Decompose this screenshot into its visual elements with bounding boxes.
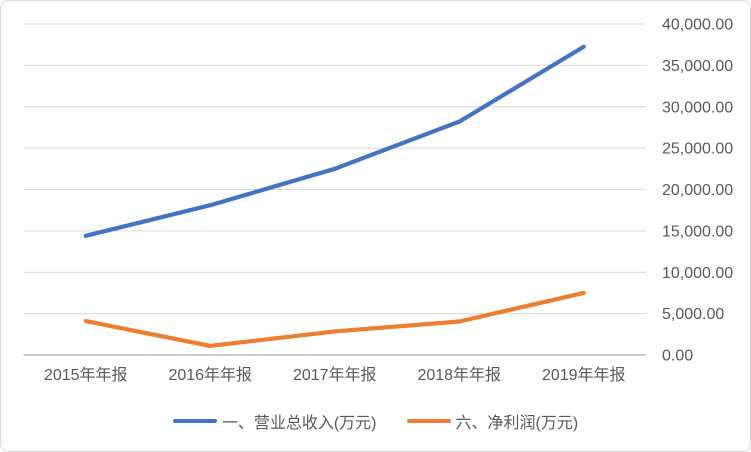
legend-item: 六、净利润(万元) xyxy=(406,409,579,433)
x-tick-label: 2017年年报 xyxy=(293,366,377,384)
y-tick-label: 10,000.00 xyxy=(662,265,733,282)
series-line xyxy=(83,44,586,238)
legend-item: 一、营业总收入(万元) xyxy=(172,409,377,433)
chart-legend: 一、营业总收入(万元) 六、净利润(万元) xyxy=(1,409,750,433)
y-tick-label: 35,000.00 xyxy=(662,58,733,75)
y-tick-label: 20,000.00 xyxy=(662,182,733,199)
x-tick-label: 2015年年报 xyxy=(44,366,128,384)
x-tick-label: 2019年年报 xyxy=(542,366,626,384)
x-tick-label: 2018年年报 xyxy=(417,366,501,384)
y-tick-label: 0.00 xyxy=(662,348,693,365)
legend-label: 一、营业总收入(万元) xyxy=(221,415,377,432)
y-tick-label: 25,000.00 xyxy=(662,141,733,158)
legend-label: 六、净利润(万元) xyxy=(455,415,579,432)
series-line xyxy=(83,290,586,348)
y-tick-label: 15,000.00 xyxy=(662,223,733,240)
legend-line-swatch xyxy=(172,419,217,423)
x-tick-label: 2016年年报 xyxy=(168,366,252,384)
y-tick-label: 30,000.00 xyxy=(662,99,733,116)
plot-area: 0.00 5,000.00 10,000.00 15,000.00 20,000.00 2… xyxy=(23,17,733,384)
legend-line-swatch xyxy=(406,419,451,423)
y-tick-label: 5,000.00 xyxy=(662,306,724,323)
y-tick-label: 40,000.00 xyxy=(662,17,733,34)
